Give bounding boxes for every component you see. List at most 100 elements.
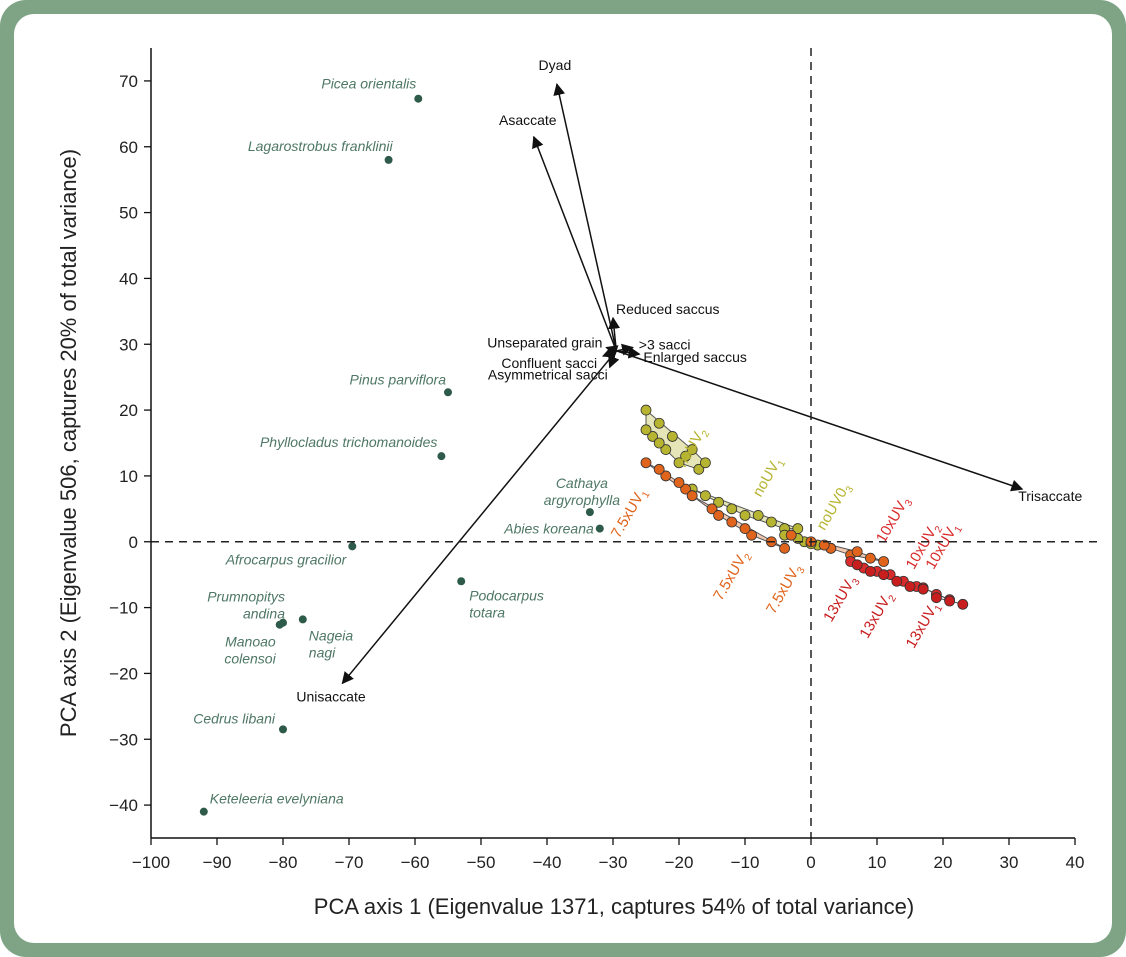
point-noUV2: [640, 404, 652, 416]
group-label-noUV1: noUV1: [749, 454, 788, 502]
y-tick-label: −40: [109, 796, 138, 815]
species-label-afrocarpus-gracilior: Afrocarpus gracilior: [225, 551, 348, 567]
y-tick-label: −30: [109, 730, 138, 749]
species-label-cathaya-argyrophylla: Cathaya argyrophylla: [544, 475, 620, 508]
group-label-7.5xUV3: 7.5xUV3: [763, 561, 808, 619]
point-7.5xUV1: [660, 470, 672, 482]
x-tick-label: −80: [269, 853, 298, 872]
group-label-13xUV3: 13xUV3: [820, 572, 863, 626]
species-point-pinus-parviflora: [444, 388, 452, 397]
vector-label-asaccate: Asaccate: [499, 112, 557, 128]
point-noUV1: [766, 516, 777, 528]
species-label-abies-koreana: Abies koreana: [503, 521, 594, 537]
x-tick-label: 40: [1066, 853, 1085, 872]
species-point-nageia-nagi: [298, 615, 307, 624]
point-7.5xUV2: [779, 542, 790, 554]
point-noUV2: [647, 431, 658, 442]
point-7.5xUV2: [746, 529, 757, 541]
species-label-prumnopitys-andina: Prumnopitys andina: [207, 589, 285, 622]
x-tick-label: −50: [467, 853, 496, 872]
point-7.5xUV2: [726, 516, 738, 528]
vector-label-dyad: Dyad: [539, 57, 572, 73]
point-13xUV3: [878, 569, 889, 581]
group-label-13xUV1: 13xUV1: [903, 599, 946, 653]
vector-label-trisaccate: Trisaccate: [1018, 488, 1082, 504]
group-label-10xUV3: 10xUV3: [873, 493, 916, 547]
vector-label-unseparated-grain: Unseparated grain: [487, 335, 602, 351]
point-7.5xUV3: [818, 539, 830, 551]
point-noUV1: [700, 490, 711, 502]
x-tick-label: −40: [533, 853, 562, 872]
species-label-nageia-nagi: Nageia nagi: [309, 627, 354, 660]
point-noUV2: [700, 457, 711, 469]
point-7.5xUV2: [686, 490, 698, 502]
point-noUV2: [653, 417, 665, 429]
species-point-keteleeria-evelyniana: [199, 807, 208, 816]
vector-enlarged-saccus: [616, 346, 641, 359]
point-7.5xUV3: [878, 556, 889, 567]
x-tick-label: −30: [599, 853, 628, 872]
point-7.5xUV2: [739, 523, 751, 534]
vector-asaccate: [532, 135, 617, 352]
x-tick-label: −90: [203, 853, 232, 872]
species-point-afrocarpus-gracilior: [348, 542, 357, 551]
vector-label-asymmetrical-sacci: Asymmetrical sacci: [488, 366, 608, 382]
point-7.5xUV1: [640, 457, 652, 469]
species-point-cedrus-libani: [279, 725, 287, 734]
point-13xUV1: [957, 598, 969, 610]
point-13xUV1: [931, 592, 942, 604]
species-label-cedrus-libani: Cedrus libani: [193, 710, 276, 726]
species-label-pinus-parviflora: Pinus parviflora: [350, 371, 447, 387]
y-tick-label: −20: [109, 664, 138, 683]
x-tick-label: 0: [806, 853, 815, 872]
point-noUV2: [653, 437, 665, 449]
vector-label-confluent-sacci: Confluent sacci: [501, 355, 597, 371]
y-tick-label: 30: [119, 335, 138, 354]
species-label-manoao-colensoi: Manoao colensoi: [224, 634, 276, 667]
vector-label-enlarged-saccus: Enlarged saccus: [643, 349, 747, 365]
point-7.5xUV1: [680, 483, 691, 495]
point-noUV2: [640, 424, 652, 436]
vector-trisaccate: [616, 350, 1024, 492]
x-tick-label: −20: [665, 853, 694, 872]
x-tick-label: 30: [1000, 853, 1019, 872]
species-point-podocarpus-totara: [457, 577, 466, 586]
species-point-picea-orientalis: [414, 94, 423, 103]
vector-unisaccate: [341, 350, 617, 685]
point-7.5xUV3: [865, 552, 876, 564]
species-label-keteleeria-evelyniana: Keteleeria evelyniana: [210, 791, 344, 807]
x-axis-title: PCA axis 1 (Eigenvalue 1371, captures 54…: [314, 894, 914, 919]
point-noUV2: [673, 457, 685, 469]
group-label-noUV03: noUV03: [813, 480, 856, 535]
species-label-phyllocladus-trichomanoides: Phyllocladus trichomanoides: [260, 434, 437, 450]
point-13xUV2: [891, 575, 903, 587]
point-7.5xUV2: [713, 510, 724, 521]
point-noUV1: [752, 510, 764, 521]
species-point-phyllocladus-trichomanoides: [437, 452, 446, 461]
y-tick-label: 50: [119, 204, 138, 223]
species-point-manoao-colensoi: [275, 620, 284, 629]
vector-confluent-sacci: [601, 346, 617, 358]
point-noUV2: [680, 450, 691, 462]
y-tick-label: 60: [119, 138, 138, 157]
x-tick-label: −60: [401, 853, 430, 872]
point-7.5xUV1: [673, 477, 685, 488]
point-noUV2: [667, 431, 678, 442]
y-tick-label: 20: [119, 401, 138, 420]
x-tick-label: −100: [132, 853, 170, 872]
x-tick-label: 10: [868, 853, 887, 872]
group-label-7.5xUV2: 7.5xUV2: [710, 547, 755, 605]
point-noUV1: [713, 496, 724, 508]
point-13xUV2: [917, 583, 929, 595]
vector-label-3-sacci: >3 sacci: [639, 337, 691, 353]
y-tick-label: 70: [119, 72, 138, 91]
species-label-picea-orientalis: Picea orientalis: [321, 76, 416, 92]
point-13xUV3: [851, 559, 863, 571]
y-tick-label: 10: [119, 467, 138, 486]
species-point-cathaya-argyrophylla: [585, 508, 594, 517]
point-13xUV2: [904, 581, 916, 592]
point-7.5xUV3: [851, 546, 863, 558]
vector-label-unisaccate: Unisaccate: [296, 688, 365, 704]
point-noUV2: [660, 444, 672, 455]
